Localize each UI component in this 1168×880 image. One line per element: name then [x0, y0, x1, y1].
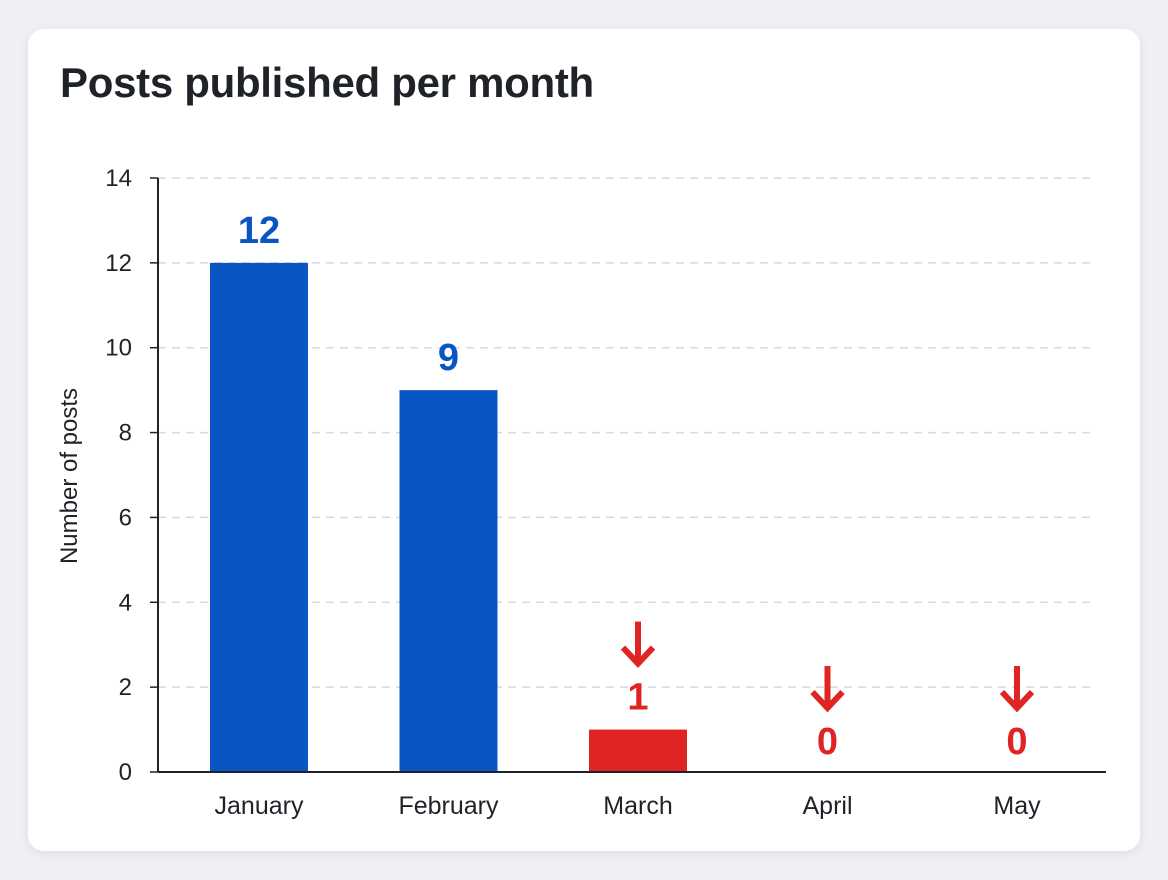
- data-label-january: 12: [238, 210, 280, 252]
- bar-january: [210, 262, 308, 772]
- bar-march: [589, 729, 687, 772]
- x-tick-label: April: [802, 792, 852, 820]
- down-arrow-icon: [620, 621, 656, 668]
- y-tick-label: 8: [119, 420, 132, 447]
- down-arrow-icon: [999, 666, 1035, 713]
- x-tick-label: May: [993, 792, 1041, 820]
- y-tick-label: 2: [119, 674, 132, 701]
- x-tick-label: February: [398, 792, 499, 820]
- y-tick-label: 14: [105, 165, 132, 192]
- data-labels: 12 9 1 0 0: [238, 210, 1035, 763]
- x-tick-label: January: [215, 792, 304, 820]
- y-tick-label: 6: [119, 504, 132, 531]
- data-label-april: 0: [817, 721, 838, 763]
- bars: [210, 262, 687, 772]
- data-label-may: 0: [1006, 721, 1027, 763]
- data-label-march: 1: [627, 677, 648, 719]
- y-tick-label: 12: [105, 250, 132, 277]
- y-tick-label: 10: [105, 335, 132, 362]
- y-tick-label: 4: [119, 589, 132, 616]
- y-tick-label: 0: [119, 759, 132, 786]
- x-tick-label: March: [603, 792, 672, 820]
- data-label-february: 9: [438, 337, 459, 379]
- bar-february: [399, 390, 498, 772]
- gridlines: [158, 177, 1096, 688]
- down-arrow-icon: [810, 666, 845, 713]
- chart-title: Posts published per month: [60, 59, 594, 106]
- y-axis-title: Number of posts: [56, 388, 83, 564]
